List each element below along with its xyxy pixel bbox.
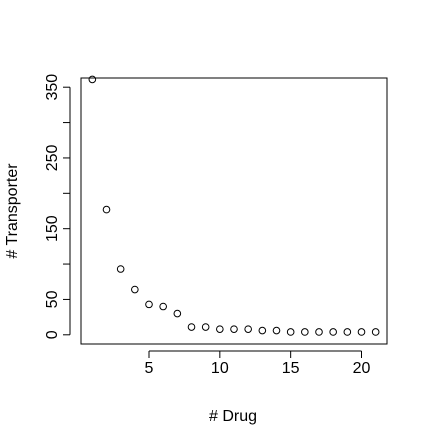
data-point — [131, 285, 139, 294]
data-point — [216, 325, 224, 333]
y-tick-label: 50 — [44, 290, 61, 308]
data-point — [258, 326, 267, 335]
data-point — [244, 325, 252, 333]
y-tick-label: 250 — [44, 144, 61, 171]
data-point — [329, 328, 337, 336]
x-tick-label: 20 — [353, 360, 371, 377]
y-axis-label: # Transporter — [4, 163, 21, 259]
data-point — [301, 328, 309, 336]
x-tick-label: 15 — [282, 360, 300, 377]
data-point — [343, 328, 352, 336]
x-axis-label: # Drug — [209, 408, 257, 425]
data-point — [371, 328, 380, 336]
plot-frame — [80, 77, 388, 345]
data-point — [116, 265, 125, 273]
data-point — [145, 300, 153, 309]
data-point — [102, 205, 111, 214]
data-point — [173, 309, 182, 318]
y-axis: 0 50 150 250 350 — [44, 74, 71, 339]
data-point — [201, 323, 210, 331]
data-points — [88, 75, 380, 336]
data-point — [315, 328, 323, 336]
data-point — [88, 75, 97, 84]
data-point — [187, 323, 196, 331]
x-axis: 5 10 15 20 — [145, 350, 371, 377]
x-tick-label: 5 — [145, 360, 154, 377]
data-point — [286, 328, 295, 336]
data-point — [230, 325, 238, 333]
data-point — [357, 328, 366, 336]
y-tick-label: 350 — [44, 74, 61, 101]
x-tick-label: 10 — [211, 360, 229, 377]
y-tick-label: 0 — [44, 330, 61, 339]
data-point — [159, 302, 167, 311]
y-tick-label: 150 — [44, 215, 61, 242]
data-point — [272, 326, 281, 335]
